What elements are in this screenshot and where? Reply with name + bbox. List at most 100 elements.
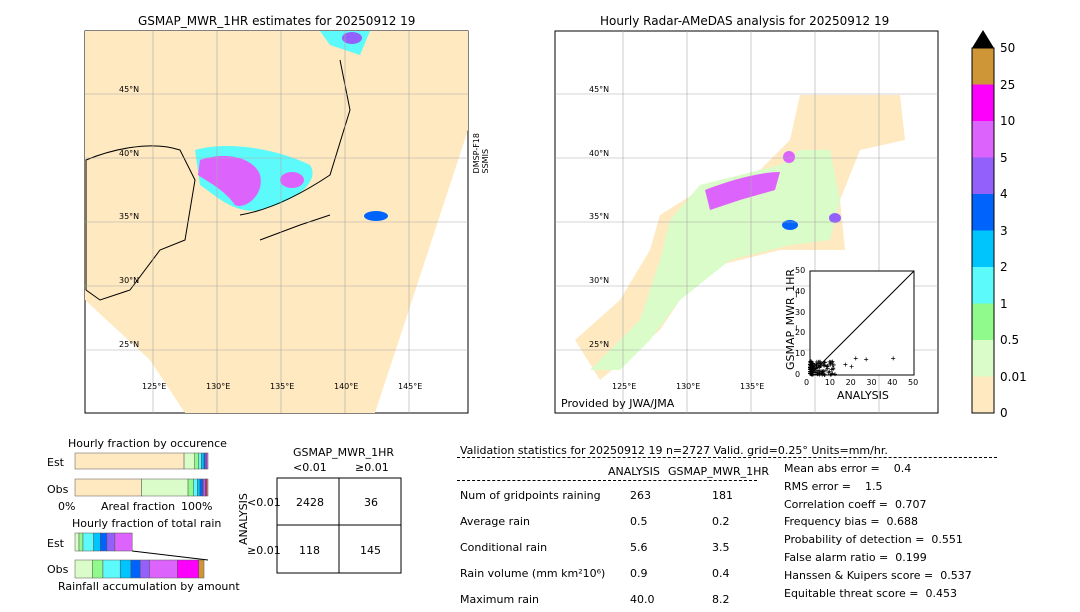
scatter-xlabel: ANALYSIS xyxy=(837,389,889,402)
right-map-title: Hourly Radar-AMeDAS analysis for 2025091… xyxy=(600,14,890,28)
scatter-point xyxy=(817,372,822,377)
rain-est-label: Est xyxy=(47,537,64,550)
colorbar-tick: 0 xyxy=(1000,406,1008,420)
scatter-point xyxy=(808,371,813,376)
colorbar-tick: 0.01 xyxy=(1000,369,1027,384)
rain-est-segment xyxy=(82,532,94,552)
colorbar-segment xyxy=(972,340,994,377)
occ-obs-segment xyxy=(197,478,201,497)
colorbar-tick: 0.5 xyxy=(1000,333,1020,347)
scatter-inset xyxy=(808,270,915,377)
scatter-point xyxy=(808,371,813,376)
rain-obs-label: Obs xyxy=(47,563,69,576)
lat-label: 35°N xyxy=(119,212,140,221)
scatter-xtick: 30 xyxy=(866,378,877,387)
rain-obs-segment xyxy=(198,559,205,579)
scatter-point xyxy=(810,361,815,366)
scatter-point xyxy=(832,372,837,377)
scatter-point xyxy=(818,364,823,369)
occ-x1: 100% xyxy=(181,500,213,513)
scatter-point xyxy=(825,363,830,368)
rain-est-segment xyxy=(114,532,133,552)
rain-est-segment xyxy=(106,532,116,552)
colorbar-tick: 1 xyxy=(1000,296,1008,311)
scatter-point xyxy=(814,364,819,369)
colorbar-tick: 10 xyxy=(1000,114,1016,128)
scatter-point xyxy=(853,356,858,361)
occ-x0: 0% xyxy=(58,500,76,513)
scatter-point xyxy=(816,361,821,366)
stats-gsmap-value: 0.2 xyxy=(712,515,730,528)
stats-analysis-value: 0.5 xyxy=(630,515,648,528)
stats-col1: ANALYSIS xyxy=(608,465,660,478)
scatter-point xyxy=(808,362,813,367)
rain-est-segment xyxy=(78,532,84,552)
score-line: RMS error = 1.5 xyxy=(784,479,883,493)
score-line: Mean abs error = 0.4 xyxy=(784,462,912,475)
stats-row-label: Maximum rain xyxy=(460,593,539,606)
colorbar-segment xyxy=(972,267,994,304)
stats-gsmap-value: 181 xyxy=(712,489,733,502)
occ-obs-segment xyxy=(206,478,209,497)
lon-label: 130°E xyxy=(676,382,701,391)
scatter-point xyxy=(831,362,836,367)
scatter-point xyxy=(827,369,832,374)
lat-label: 25°N xyxy=(589,340,610,349)
rain-obs-segment xyxy=(177,559,199,579)
scatter-point xyxy=(821,372,826,377)
occ-est-segment xyxy=(74,452,185,470)
left-map xyxy=(84,30,469,414)
score-line: Equitable threat score = 0.453 xyxy=(784,586,957,600)
colorbar-tick: 5 xyxy=(1000,150,1008,165)
score-line: Correlation coeff = 0.707 xyxy=(784,497,927,511)
lat-label: 35°N xyxy=(589,212,610,221)
scatter-point xyxy=(822,360,827,365)
rain-obs-segment xyxy=(139,559,150,579)
scatter-point xyxy=(810,368,815,373)
connector-line xyxy=(132,550,209,561)
occ-obs-segment xyxy=(193,478,198,497)
colorbar xyxy=(971,30,995,414)
occurrence-title: Hourly fraction by occurence xyxy=(68,437,227,450)
ct-row-1: ≥0.01 xyxy=(247,544,281,557)
colorbar-tick: 50 xyxy=(1000,41,1016,55)
stats-analysis-value: 5.6 xyxy=(630,541,648,554)
lat-label: 45°N xyxy=(589,85,610,94)
scatter-point xyxy=(829,372,834,377)
rain-est-segment xyxy=(100,532,108,552)
rain-obs-segment xyxy=(119,559,132,579)
lon-label: 125°E xyxy=(142,382,167,391)
lon-label: 135°E xyxy=(740,382,765,391)
scatter-ytick: 0 xyxy=(795,370,801,379)
scatter-point xyxy=(820,369,825,374)
rain-obs-segment xyxy=(149,559,178,579)
colorbar-segment xyxy=(972,121,994,158)
scatter-xtick: 50 xyxy=(908,378,919,387)
scatter-ytick: 40 xyxy=(795,286,806,296)
graticule xyxy=(85,31,468,413)
colorbar-segment xyxy=(972,303,994,340)
lat-label: 30°N xyxy=(589,276,610,285)
scatter-point xyxy=(821,362,826,367)
occ-est-label: Est xyxy=(47,456,64,469)
lat-label: 30°N xyxy=(119,276,140,285)
score-line: Probability of detection = 0.551 xyxy=(784,533,963,547)
stats-row-label: Average rain xyxy=(460,515,530,528)
colorbar-tick: 4 xyxy=(1000,187,1008,201)
stats-row-label: Num of gridpoints raining xyxy=(460,489,601,502)
colorbar-tick: 3 xyxy=(1000,223,1008,238)
rain-est-segment xyxy=(74,532,80,552)
ct-col-title: GSMAP_MWR_1HR xyxy=(293,446,395,459)
lat-label: 25°N xyxy=(119,340,140,349)
lat-label: 45°N xyxy=(119,85,140,94)
scatter-point xyxy=(810,370,815,375)
scatter-point xyxy=(811,372,816,377)
lat-label: 40°N xyxy=(119,149,140,158)
rain-obs-segment xyxy=(74,559,93,579)
rainfrac-title: Hourly fraction of total rain xyxy=(72,517,222,530)
ct-col-1: ≥0.01 xyxy=(355,461,389,474)
scatter-point xyxy=(828,360,833,365)
scatter-ytick: 30 xyxy=(795,307,806,317)
occ-est-segment xyxy=(201,452,205,470)
